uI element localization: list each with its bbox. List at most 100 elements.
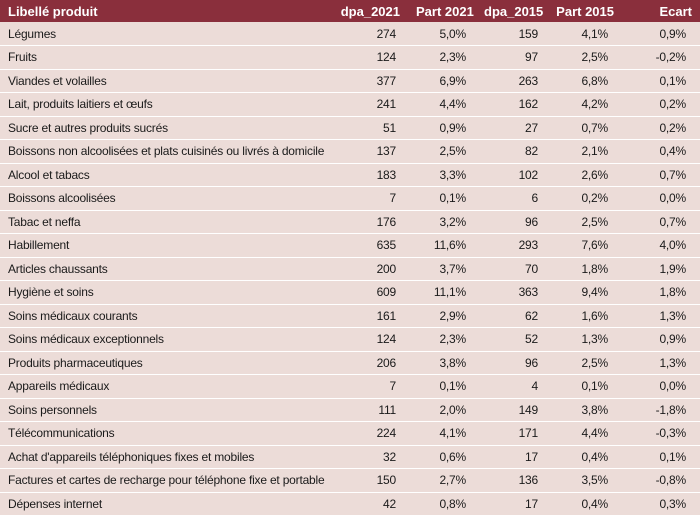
cell-dpa-2021: 609 [330,280,408,305]
cell-part-2015: 0,7% [546,116,622,140]
cell-dpa-2021: 200 [330,257,408,281]
table-row: Produits pharmaceutiques 206 3,8% 96 2,5% 1,3… [0,351,700,375]
cell-ecart: 0,4% [622,139,700,164]
cell-dpa-2021: 224 [330,421,408,446]
cell-part-2015: 4,1% [546,22,622,46]
cell-ecart: -0,2% [622,45,700,70]
cell-dpa-2015: 96 [476,210,546,234]
cell-libelle: Hygiène et soins [0,280,330,305]
cell-libelle: Tabac et neffa [0,210,330,234]
cell-ecart: 0,2% [622,92,700,117]
cell-part-2015: 1,3% [546,327,622,352]
cell-part-2021: 3,2% [408,210,476,234]
cell-dpa-2015: 136 [476,468,546,493]
cell-dpa-2021: 241 [330,92,408,117]
cell-dpa-2015: 293 [476,233,546,258]
cell-dpa-2015: 27 [476,116,546,140]
cell-part-2021: 4,4% [408,92,476,117]
table-row: Boissons non alcoolisées et plats cuisin… [0,139,700,164]
cell-dpa-2021: 176 [330,210,408,234]
cell-part-2015: 0,4% [546,492,622,516]
cell-ecart: 0,1% [622,445,700,469]
cell-part-2015: 0,4% [546,445,622,469]
cell-part-2021: 3,7% [408,257,476,281]
header-row: Libellé produit dpa_2021 Part 2021 dpa_2… [0,0,700,22]
cell-libelle: Viandes et volailles [0,69,330,93]
cell-part-2015: 4,4% [546,421,622,446]
header-part-2021: Part 2021 [416,3,474,19]
cell-ecart: 0,1% [622,69,700,93]
cell-part-2021: 3,8% [408,351,476,375]
cell-part-2021: 0,1% [408,374,476,399]
cell-dpa-2015: 52 [476,327,546,352]
cell-libelle: Sucre et autres produits sucrés [0,116,330,140]
cell-part-2015: 3,8% [546,398,622,422]
cell-ecart: 0,0% [622,186,700,211]
table-row: Télécommunications 224 4,1% 171 4,4% -0,3% [0,421,700,446]
cell-dpa-2021: 137 [330,139,408,164]
cell-dpa-2015: 6 [476,186,546,211]
cell-part-2015: 2,5% [546,210,622,234]
cell-dpa-2015: 363 [476,280,546,305]
table-row: Alcool et tabacs 183 3,3% 102 2,6% 0,7% [0,163,700,187]
table-row: Lait, produits laitiers et œufs 241 4,4% 16… [0,92,700,117]
table-row: Achat d'appareils téléphoniques fixes et… [0,445,700,469]
cell-part-2021: 4,1% [408,421,476,446]
cell-dpa-2015: 96 [476,351,546,375]
cell-ecart: 4,0% [622,233,700,258]
cell-part-2015: 2,5% [546,351,622,375]
cell-dpa-2021: 7 [330,374,408,399]
table-row: Soins médicaux courants 161 2,9% 62 1,6% 1,3% [0,304,700,328]
cell-dpa-2021: 377 [330,69,408,93]
cell-ecart: -0,8% [622,468,700,493]
table-row: Sucre et autres produits sucrés 51 0,9% 27 0… [0,116,700,140]
cell-part-2021: 6,9% [408,69,476,93]
header-part-2015: Part 2015 [556,3,614,19]
cell-part-2015: 9,4% [546,280,622,305]
cell-libelle: Légumes [0,22,330,46]
cell-part-2021: 2,0% [408,398,476,422]
cell-libelle: Produits pharmaceutiques [0,351,330,375]
cell-libelle: Fruits [0,45,330,70]
cell-dpa-2021: 161 [330,304,408,328]
cell-dpa-2021: 206 [330,351,408,375]
cell-dpa-2021: 32 [330,445,408,469]
header-dpa-2015: dpa_2015 [484,3,544,19]
cell-ecart: 1,8% [622,280,700,305]
cell-dpa-2021: 51 [330,116,408,140]
cell-part-2021: 0,8% [408,492,476,516]
cell-dpa-2015: 149 [476,398,546,422]
header-libelle-produit: Libellé produit [8,3,98,19]
cell-part-2015: 2,6% [546,163,622,187]
cell-dpa-2015: 263 [476,69,546,93]
cell-ecart: 0,7% [622,210,700,234]
table-row: Viandes et volailles 377 6,9% 263 6,8% 0,1% [0,69,700,93]
cell-ecart: 0,2% [622,116,700,140]
table-row: Articles chaussants 200 3,7% 70 1,8% 1,9% [0,257,700,281]
cell-part-2015: 4,2% [546,92,622,117]
cell-ecart: 0,9% [622,22,700,46]
cell-part-2015: 3,5% [546,468,622,493]
header-ecart: Ecart [659,3,692,19]
cell-dpa-2015: 97 [476,45,546,70]
cell-libelle: Habillement [0,233,330,258]
cell-part-2021: 0,9% [408,116,476,140]
table-row: Soins médicaux exceptionnels 124 2,3% 52 1,3… [0,327,700,352]
cell-part-2015: 2,5% [546,45,622,70]
cell-ecart: 1,9% [622,257,700,281]
cell-ecart: 0,9% [622,327,700,352]
cell-part-2021: 0,6% [408,445,476,469]
cell-dpa-2021: 274 [330,22,408,46]
cell-part-2021: 5,0% [408,22,476,46]
cell-part-2015: 1,8% [546,257,622,281]
cell-dpa-2015: 70 [476,257,546,281]
cell-part-2021: 2,9% [408,304,476,328]
cell-libelle: Télécommunications [0,421,330,446]
table-body: Légumes 274 5,0% 159 4,1% 0,9% Fruits 124 2,3% 97… [0,22,700,516]
cell-ecart: 0,7% [622,163,700,187]
cell-libelle: Alcool et tabacs [0,163,330,187]
cell-part-2021: 11,6% [408,233,476,258]
cell-dpa-2015: 82 [476,139,546,164]
table-row: Dépenses internet 42 0,8% 17 0,4% 0,3% [0,492,700,516]
